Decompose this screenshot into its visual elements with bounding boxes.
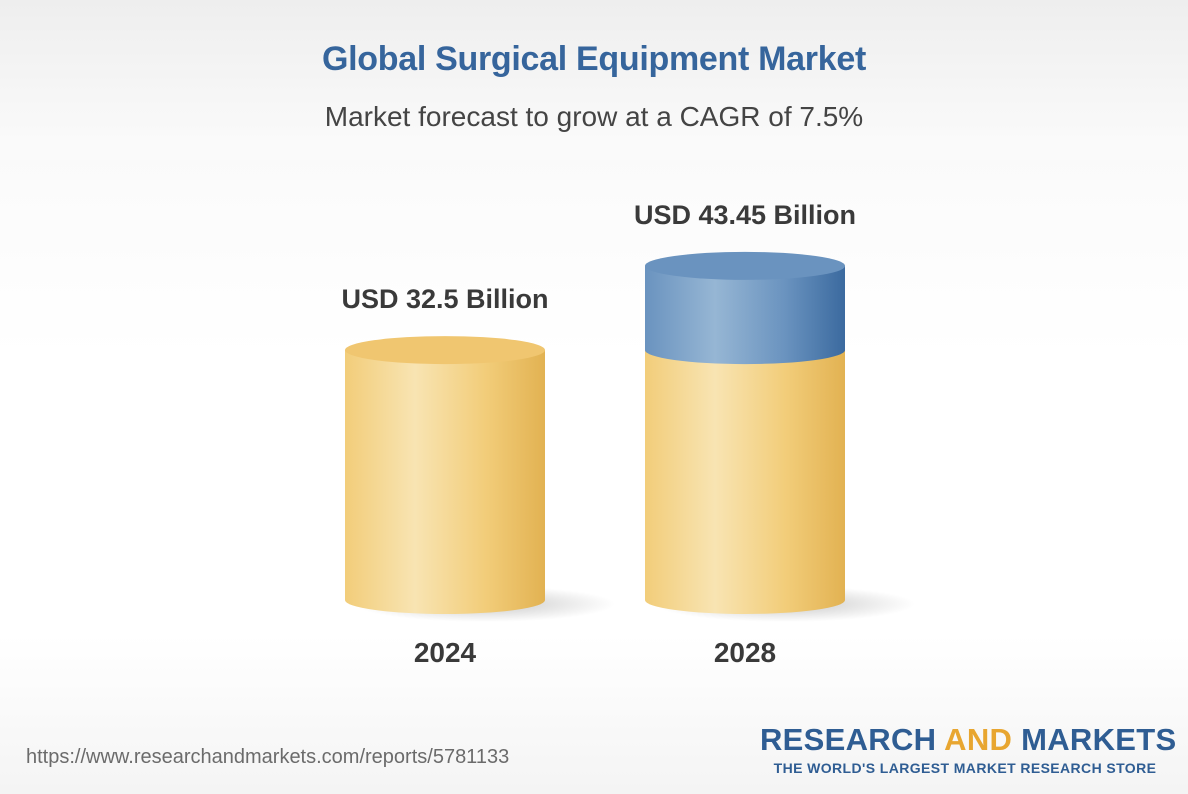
cylinder-bar-2024 bbox=[345, 336, 615, 622]
category-label: 2024 bbox=[414, 637, 477, 668]
chart-subtitle: Market forecast to grow at a CAGR of 7.5… bbox=[324, 101, 864, 132]
source-url: https://www.researchandmarkets.com/repor… bbox=[26, 746, 510, 768]
cylinder-bar-2028 bbox=[645, 251, 915, 622]
value-label: USD 43.45 Billion bbox=[634, 200, 856, 230]
brand-logo: RESEARCH AND MARKETS THE WORLD'S LARGEST… bbox=[760, 722, 1177, 776]
bar-base-segment bbox=[345, 350, 545, 614]
bar-top-cap bbox=[645, 251, 845, 280]
brand-name: RESEARCH AND MARKETS bbox=[760, 722, 1177, 757]
category-label: 2028 bbox=[714, 637, 776, 668]
bar-top-cap bbox=[345, 336, 545, 365]
bar-base-segment bbox=[645, 350, 845, 614]
bar-growth-segment bbox=[645, 265, 845, 365]
brand-tagline: THE WORLD'S LARGEST MARKET RESEARCH STOR… bbox=[773, 760, 1157, 776]
chart-title: Global Surgical Equipment Market bbox=[322, 40, 866, 78]
value-label: USD 32.5 Billion bbox=[341, 284, 548, 314]
